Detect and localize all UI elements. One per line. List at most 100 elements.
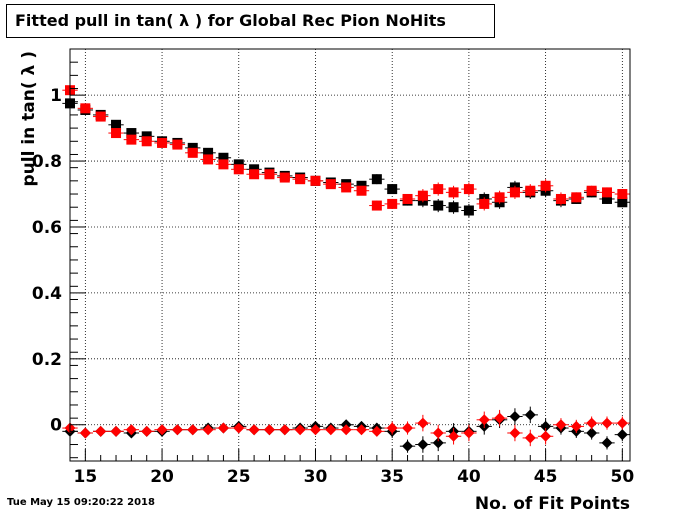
data-point-diamond	[509, 427, 521, 439]
data-point-square	[295, 174, 306, 185]
data-point-square	[571, 192, 582, 203]
y-tick-label: 1	[50, 86, 62, 106]
data-point-diamond	[524, 409, 536, 421]
data-point-diamond	[478, 414, 490, 426]
plot-frame	[69, 48, 631, 462]
data-point-diamond	[248, 424, 260, 436]
data-point-diamond	[417, 417, 429, 429]
data-point-diamond	[601, 417, 613, 429]
y-tick-label: 0	[50, 416, 62, 436]
y-tick-label: 0.8	[32, 152, 62, 172]
data-point-diamond	[616, 417, 628, 429]
data-point-square	[387, 184, 398, 195]
y-axis-label: pull in tan( λ )	[19, 51, 39, 187]
data-point-diamond	[601, 437, 613, 449]
data-point-diamond	[540, 430, 552, 442]
data-point-square	[540, 180, 551, 191]
x-tick-label: 15	[74, 467, 98, 487]
x-tick-label: 30	[304, 467, 328, 487]
x-tick-label: 45	[534, 467, 558, 487]
data-point-diamond	[448, 430, 460, 442]
data-point-square	[187, 147, 198, 158]
data-point-diamond	[386, 422, 398, 434]
data-point-diamond	[110, 425, 122, 437]
data-point-square	[494, 192, 505, 203]
series-1	[62, 85, 630, 211]
data-point-diamond	[616, 429, 628, 441]
data-point-diamond	[187, 424, 199, 436]
data-point-square	[279, 172, 290, 183]
data-point-square	[218, 159, 229, 170]
timestamp: Tue May 15 09:20:22 2018	[7, 497, 155, 508]
x-tick-label: 20	[150, 467, 174, 487]
data-point-diamond	[202, 424, 214, 436]
data-point-square	[402, 193, 413, 204]
x-tick-label: 35	[380, 467, 404, 487]
data-point-square	[233, 164, 244, 175]
x-tick-label: 50	[610, 467, 634, 487]
data-point-diamond	[524, 432, 536, 444]
data-point-square	[448, 187, 459, 198]
data-point-diamond	[402, 422, 414, 434]
data-point-square	[325, 179, 336, 190]
data-point-square	[203, 154, 214, 165]
data-points	[62, 85, 630, 453]
y-tick-label: 0.4	[32, 284, 62, 304]
series-0	[62, 98, 630, 218]
data-point-square	[463, 184, 474, 195]
data-point-square	[126, 134, 137, 145]
data-point-square	[525, 185, 536, 196]
data-point-diamond	[171, 424, 183, 436]
data-point-diamond	[325, 424, 337, 436]
data-point-square	[387, 198, 398, 209]
data-point-diamond	[309, 424, 321, 436]
data-point-square	[126, 128, 137, 139]
data-point-square	[111, 119, 122, 130]
data-point-diamond	[217, 422, 229, 434]
y-tick-label: 0.2	[32, 350, 62, 370]
data-point-diamond	[540, 420, 552, 432]
data-point-square	[371, 200, 382, 211]
data-point-square	[249, 169, 260, 180]
data-point-square	[157, 137, 168, 148]
data-point-diamond	[432, 427, 444, 439]
data-point-square	[141, 136, 152, 147]
data-point-diamond	[586, 417, 598, 429]
data-point-diamond	[371, 425, 383, 437]
data-point-diamond	[156, 424, 168, 436]
data-point-diamond	[463, 427, 475, 439]
data-point-square	[448, 202, 459, 213]
data-point-square	[601, 187, 612, 198]
axis-ticks	[69, 48, 623, 461]
data-point-diamond	[494, 412, 506, 424]
data-point-square	[95, 111, 106, 122]
data-point-square	[371, 174, 382, 185]
data-point-diamond	[402, 440, 414, 452]
data-point-diamond	[233, 422, 245, 434]
data-point-square	[80, 103, 91, 114]
data-point-square	[218, 152, 229, 163]
data-point-square	[509, 187, 520, 198]
data-point-square	[555, 193, 566, 204]
data-point-diamond	[570, 420, 582, 432]
data-point-square	[601, 193, 612, 204]
data-point-diamond	[356, 424, 368, 436]
data-point-square	[203, 147, 214, 158]
data-point-square	[172, 139, 183, 150]
y-tick-label: 0.6	[32, 218, 62, 238]
series-3	[62, 409, 630, 447]
data-point-diamond	[417, 439, 429, 451]
data-point-diamond	[125, 424, 137, 436]
data-point-square	[356, 185, 367, 196]
tick-labels: 15 20 25 30 35 40 45 50 0 0.2 0.4 0.6 0.8 1	[32, 86, 634, 487]
x-tick-label: 40	[457, 467, 481, 487]
data-point-square	[310, 175, 321, 186]
data-point-diamond	[294, 424, 306, 436]
data-point-diamond	[555, 419, 567, 431]
data-point-square	[463, 205, 474, 216]
data-point-square	[417, 190, 428, 201]
x-axis-label: No. of Fit Points	[475, 494, 630, 514]
chart-title: Fitted pull in tan( λ ) for Global Rec P…	[6, 4, 495, 38]
data-point-square	[111, 128, 122, 139]
data-point-diamond	[263, 424, 275, 436]
